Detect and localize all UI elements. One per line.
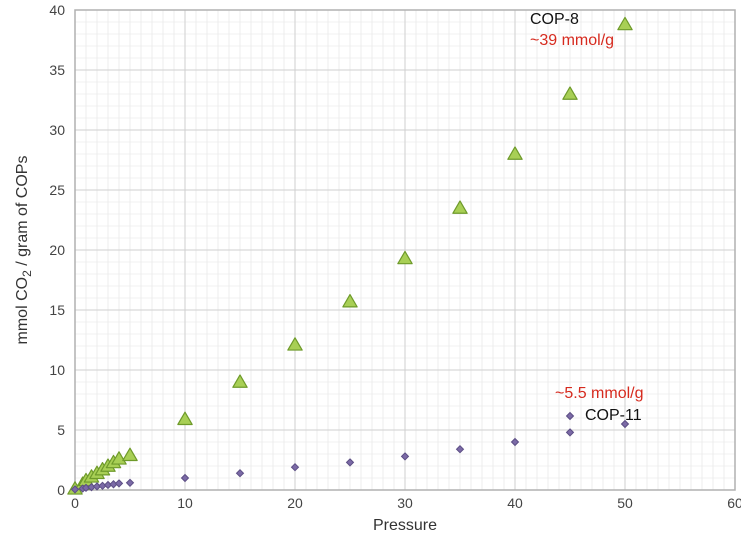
y-tick-label: 30 (49, 122, 65, 138)
x-tick-label: 50 (617, 495, 633, 511)
x-tick-label: 20 (287, 495, 303, 511)
y-tick-label: 40 (49, 2, 65, 18)
y-tick-label: 5 (57, 422, 65, 438)
x-tick-label: 40 (507, 495, 523, 511)
x-tick-label: 30 (397, 495, 413, 511)
annotation: ~5.5 mmol/g (555, 385, 643, 402)
scatter-chart: 01020304050600510152025303540Pressuremmo… (0, 0, 741, 537)
y-tick-label: 10 (49, 362, 65, 378)
y-tick-label: 0 (57, 482, 65, 498)
y-tick-label: 20 (49, 242, 65, 258)
x-tick-label: 10 (177, 495, 193, 511)
x-tick-label: 60 (727, 495, 741, 511)
x-tick-label: 0 (71, 495, 79, 511)
y-tick-label: 35 (49, 62, 65, 78)
annotation: COP-8 (530, 11, 579, 28)
annotation: ~39 mmol/g (530, 32, 614, 49)
annotation: COP-11 (585, 407, 642, 424)
y-tick-label: 15 (49, 302, 65, 318)
y-tick-label: 25 (49, 182, 65, 198)
x-axis-label: Pressure (373, 517, 437, 534)
